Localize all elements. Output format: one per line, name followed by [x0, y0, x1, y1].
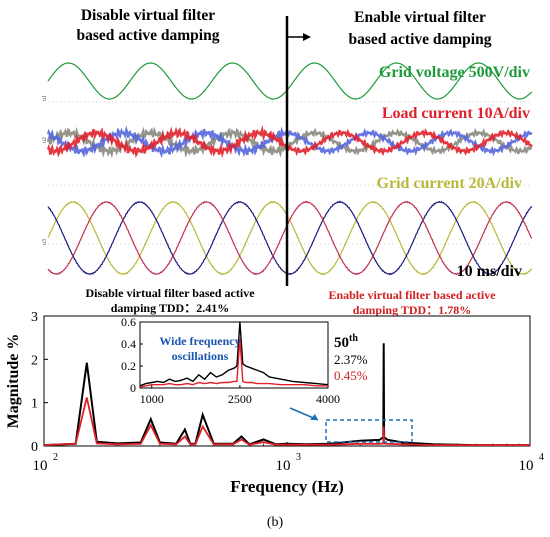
main-series-group — [43, 343, 530, 447]
inset-y-tick-label: 0.2 — [121, 359, 136, 373]
harmonic-disabled-value: 2.37% — [334, 352, 368, 367]
tdd-enabled-line1: Enable virtual filter based active — [328, 288, 496, 302]
tdd-disabled-line1: Disable virtual filter based active — [85, 286, 255, 300]
main-y-tick-label: 2 — [31, 353, 38, 368]
scope-grid — [48, 101, 532, 245]
harmonic-enabled-value: 0.45% — [334, 368, 368, 383]
main-x-tick-exponent: 4 — [539, 452, 544, 463]
main-series-disabled — [43, 343, 530, 447]
inset-plot-frame — [139, 321, 329, 389]
inset-label-line1: Wide frequency — [159, 334, 240, 348]
main-y-tick-label: 1 — [31, 397, 38, 412]
main-y-tick-label: 3 — [31, 310, 38, 325]
grid-voltage-waveform — [47, 62, 533, 100]
inset-y-tick-label: 0.6 — [121, 315, 136, 329]
inset-series-group — [139, 321, 329, 388]
inset-y-tick-label: 0 — [130, 381, 136, 395]
load-current-phase-b-after — [285, 127, 533, 157]
time-scale-label: 10 ms/div — [457, 263, 522, 280]
grid-current-phase-b-trace — [47, 200, 533, 276]
inset-series-disabled — [139, 321, 329, 387]
figure-caption: (b) — [267, 515, 284, 530]
grid-current-waveforms — [47, 200, 533, 276]
left-heading-line2: based active damping — [77, 27, 220, 44]
right-heading-line2: based active damping — [349, 31, 492, 48]
right-heading-line1: Enable virtual filter — [354, 9, 486, 26]
inset-chart: 0 0.2 0.4 0.6 1000 2500 4000 Wide frequency os… — [121, 315, 340, 406]
load-current-phase-a-after — [285, 128, 533, 157]
harmonic-order: 50th — [334, 333, 358, 351]
inset-x-tick-label: 2500 — [228, 392, 252, 406]
grid-voltage-label: Grid voltage 500V/div — [379, 64, 530, 81]
highlight-box — [325, 419, 413, 443]
main-series-enabled — [43, 397, 530, 446]
main-y-tick-label: 0 — [31, 440, 38, 455]
load-current-waveforms — [46, 125, 533, 159]
inset-axis-ticks: 0 0.2 0.4 0.6 1000 2500 4000 — [121, 315, 340, 406]
inset-series-enabled — [139, 338, 328, 388]
inset-x-tick-label: 1000 — [140, 392, 164, 406]
left-heading-line1: Disable virtual filter — [81, 7, 215, 24]
main-x-tick-exponent: 2 — [53, 452, 58, 463]
inset-y-tick-label: 0.4 — [121, 337, 136, 351]
main-x-tick-label: 10 — [276, 458, 291, 474]
spectrum-chart: 0 1 2 3 10 2 10 3 10 4 Magnitude % Frequency (Hz) — [5, 310, 544, 496]
main-x-tick-label: 10 — [519, 458, 534, 474]
load-current-phase-a-before — [46, 125, 288, 159]
tdd-enabled-line2: damping TDD：1.78% — [353, 303, 471, 317]
main-x-tick-exponent: 3 — [296, 452, 301, 463]
x-axis-label: Frequency (Hz) — [230, 477, 343, 496]
inset-label-line2: oscillations — [172, 349, 229, 363]
channel-marker: u1 — [42, 95, 48, 101]
channel-marker: u2 — [42, 137, 48, 143]
y-axis-label: Magnitude % — [5, 334, 22, 429]
load-current-label: Load current 10A/div — [382, 105, 530, 122]
main-axis-ticks: 0 1 2 3 10 2 10 3 10 4 — [31, 310, 544, 474]
inset-x-tick-label: 4000 — [316, 392, 340, 406]
grid-current-label: Grid current 20A/div — [377, 175, 522, 192]
load-current-phase-b-before — [46, 125, 288, 159]
tdd-disabled-line2: damping TDD：2.41% — [111, 301, 229, 315]
grid-current-phase-c-trace — [47, 200, 533, 276]
channel-marker: u3 — [42, 239, 48, 245]
main-x-tick-label: 10 — [33, 458, 48, 474]
grid-voltage-trace — [47, 62, 533, 100]
oscilloscope-panel: Disable virtual filter based active damp… — [42, 7, 533, 286]
highlight-arrow-head — [310, 414, 318, 420]
divider-arrow-head — [303, 33, 311, 41]
